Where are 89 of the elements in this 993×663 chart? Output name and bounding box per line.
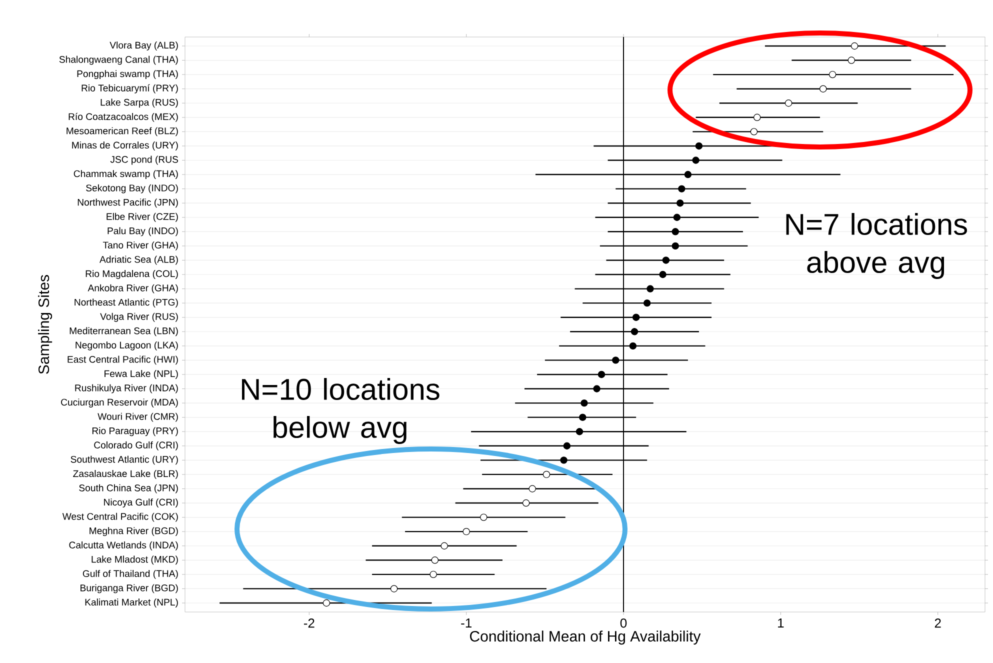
annotation: N=7 locations above avg: [786, 213, 968, 279]
point: [462, 528, 470, 536]
point: [431, 556, 439, 564]
y-tick-label: Río Coatzacoalcos (MEX): [68, 112, 178, 122]
point: [630, 328, 638, 336]
point: [576, 428, 584, 436]
y-tick-label: Rio Tebicuarymí (PRY): [82, 84, 178, 94]
y-axis-title: Sampling Sites: [38, 275, 52, 374]
y-tick-label: South China Sea (JPN): [79, 484, 178, 494]
point: [692, 156, 700, 164]
y-tick-label: Kalimati Market (NPL): [85, 598, 178, 608]
point: [632, 314, 640, 321]
y-tick-label: Sekotong Bay (INDO): [86, 184, 178, 194]
y-tick-label: Wouri River (CMR): [98, 412, 178, 422]
y-tick-label: Nicoya Gulf (CRI): [104, 498, 178, 508]
y-tick-label: Rio Magdalena (COL): [86, 270, 178, 279]
y-tick-label: Ankobra River (GHA): [88, 284, 178, 294]
y-tick-label: West Central Pacific (COK): [62, 512, 178, 522]
y-tick-label: Palu Bay (INDO): [108, 227, 178, 236]
point: [848, 56, 856, 64]
y-tick-label: Meghna River (BGD): [90, 527, 178, 536]
y-tick-label: Buriganga River (BGD): [80, 584, 178, 594]
point: [672, 242, 679, 250]
point: [612, 356, 620, 364]
point: [563, 442, 571, 450]
point: [659, 270, 666, 278]
point: [528, 485, 536, 492]
point: [593, 385, 600, 392]
annotation: N=10 locations below avg: [242, 378, 440, 444]
point: [672, 228, 679, 236]
y-tick-label: Pongphai swamp (THA): [77, 70, 178, 80]
y-tick-label: Rio Paraguay (PRY): [92, 427, 178, 436]
y-tick-label: Adriatic Sea (ALB): [100, 256, 178, 265]
point: [678, 185, 686, 192]
y-tick-label: Volga River (RUS): [100, 312, 178, 322]
y-tick-label: Chammak swamp (THA): [74, 170, 178, 180]
point: [750, 128, 758, 136]
point: [820, 85, 827, 92]
y-tick-label: Shalongwaeng Canal (THA): [59, 56, 178, 65]
y-tick-label: Fewa Lake (NPL): [104, 370, 178, 379]
point: [440, 542, 448, 550]
point: [580, 399, 588, 407]
point: [542, 470, 550, 478]
x-tick-label: 1: [778, 618, 784, 628]
y-tick-label: Tano River (GHA): [102, 241, 178, 250]
point: [598, 370, 606, 378]
point: [828, 70, 836, 78]
y-tick-label: Negombo Lagoon (LKA): [76, 341, 178, 350]
point: [754, 114, 761, 122]
point: [430, 570, 437, 578]
point: [684, 170, 692, 178]
x-axis-title: Conditional Mean of Hg Availability: [470, 630, 701, 645]
y-tick-label: Colorado Gulf (CRI): [94, 441, 178, 450]
x-tick-label: -1: [461, 618, 472, 628]
x-tick-label: -2: [304, 618, 314, 628]
point: [579, 414, 586, 421]
y-tick-label: Northwest Pacific (JPN): [78, 198, 178, 208]
y-tick-label: Calcutta Wetlands (INDA): [69, 541, 178, 550]
point: [480, 514, 488, 521]
point: [643, 299, 651, 307]
y-tick-label: JSC pond (RUS: [110, 156, 178, 165]
x-tick-label: 2: [934, 618, 941, 628]
x-tick-label: 0: [620, 618, 627, 628]
y-tick-label: Zasalauskae Lake (BLR): [73, 470, 178, 479]
point: [662, 256, 670, 264]
y-tick-label: Cuciurgan Reservoir (MDA): [61, 398, 178, 408]
point: [629, 342, 637, 350]
point: [695, 142, 703, 150]
point: [646, 285, 654, 292]
point: [390, 585, 398, 592]
point: [673, 214, 681, 221]
y-tick-label: Lake Mladost (MKD): [92, 556, 178, 565]
y-tick-label: Minas de Corrales (URY): [72, 142, 178, 150]
point: [560, 456, 568, 464]
y-tick-label: Lake Sarpa (RUS): [100, 98, 178, 108]
y-tick-label: Elbe River (CZE): [106, 212, 178, 222]
y-tick-label: Southwest Atlantic (URY): [70, 456, 178, 465]
point: [322, 599, 330, 607]
y-tick-label: Mediterranean Sea (LBN): [70, 327, 178, 336]
y-tick-label: Mesoamerican Reef (BLZ): [66, 127, 178, 136]
y-tick-label: Vlora Bay (ALB): [110, 42, 178, 50]
y-tick-label: Rushikulya River (INDA): [75, 384, 178, 394]
point: [850, 42, 858, 50]
y-tick-label: Gulf of Thailand (THA): [82, 570, 178, 579]
point: [676, 199, 684, 207]
y-tick-label: Northeast Atlantic (PTG): [74, 298, 178, 308]
point: [784, 100, 792, 107]
y-tick-label: East Central Pacific (HWI): [68, 356, 178, 365]
point: [522, 499, 530, 507]
